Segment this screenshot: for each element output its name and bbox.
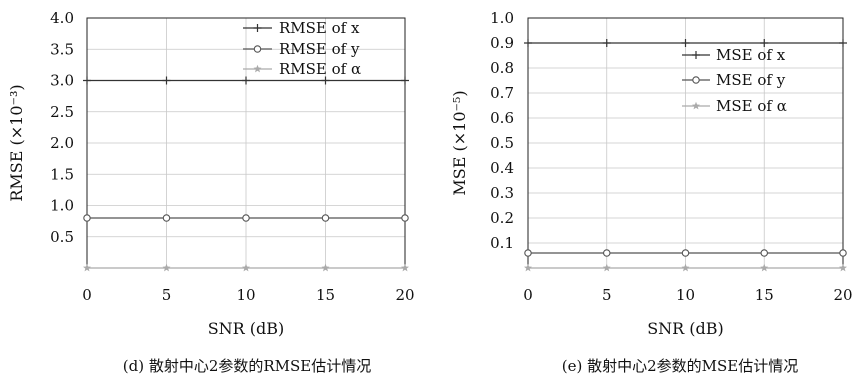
x-tick-label: 10 bbox=[676, 286, 695, 304]
legend-marker bbox=[253, 24, 262, 32]
data-point bbox=[524, 249, 532, 257]
y-tick-label: 3.0 bbox=[50, 72, 74, 90]
x-tick-label: 0 bbox=[523, 286, 533, 304]
data-point bbox=[524, 39, 532, 47]
data-point bbox=[602, 39, 611, 47]
y-tick-label: 0.4 bbox=[490, 159, 514, 177]
figure-caption: (e) 散射中心2参数的MSE估计情况 bbox=[562, 357, 798, 375]
data-point bbox=[162, 214, 171, 222]
data-point bbox=[602, 263, 611, 272]
series-2 bbox=[83, 263, 409, 272]
legend-marker bbox=[692, 101, 700, 110]
y-tick-label: 0.8 bbox=[490, 59, 514, 77]
data-point bbox=[839, 39, 847, 47]
legend-label: MSE of y bbox=[716, 71, 786, 89]
legend-label: RMSE of y bbox=[279, 40, 360, 58]
y-tick-label: 1.0 bbox=[490, 9, 514, 27]
x-tick-label: 15 bbox=[316, 286, 335, 304]
x-tick-label: 5 bbox=[162, 286, 172, 304]
legend-marker bbox=[253, 45, 262, 53]
data-point bbox=[839, 263, 847, 272]
y-tick-label: 2.0 bbox=[50, 134, 74, 152]
y-tick-label: 4.0 bbox=[50, 9, 74, 27]
y-tick-label: 0.6 bbox=[490, 109, 514, 127]
y-axis-title: MSE (×10⁻⁵) bbox=[450, 90, 469, 195]
x-tick-label: 20 bbox=[395, 286, 414, 304]
data-point bbox=[760, 39, 769, 47]
series-2 bbox=[524, 263, 847, 272]
data-point bbox=[681, 39, 690, 47]
series-1 bbox=[83, 214, 409, 222]
y-tick-label: 1.5 bbox=[50, 165, 74, 183]
data-point bbox=[401, 76, 409, 85]
data-point bbox=[321, 76, 330, 85]
data-point bbox=[760, 249, 768, 257]
legend: MSE of x MSE of y MSE of α bbox=[682, 46, 787, 115]
x-tick-label: 20 bbox=[833, 286, 852, 304]
data-point bbox=[321, 263, 330, 272]
data-point bbox=[242, 76, 250, 85]
data-point bbox=[242, 263, 250, 272]
y-tick-label: 0.9 bbox=[490, 34, 514, 52]
x-tick-label: 15 bbox=[755, 286, 774, 304]
legend-label: MSE of x bbox=[716, 46, 786, 64]
data-point bbox=[401, 214, 409, 222]
x-axis-title: SNR (dB) bbox=[647, 319, 724, 338]
legend-label: RMSE of x bbox=[279, 19, 360, 37]
data-point bbox=[839, 249, 847, 257]
data-point bbox=[83, 76, 91, 85]
data-point bbox=[681, 263, 690, 272]
data-point bbox=[242, 214, 250, 222]
y-tick-label: 2.5 bbox=[50, 103, 74, 121]
data-point bbox=[401, 263, 409, 272]
chart-panel-0: 0.5 1.0 1.5 2.0 2.5 3.0 3.5 4.0 0 5 10 15 20 SNR (dB)… bbox=[7, 9, 415, 375]
data-point bbox=[524, 263, 532, 272]
y-tick-label: 0.7 bbox=[490, 84, 514, 102]
legend-marker bbox=[692, 51, 700, 59]
legend-label: MSE of α bbox=[716, 97, 787, 115]
y-tick-label: 0.2 bbox=[490, 209, 514, 227]
y-axis-title: RMSE (×10⁻³) bbox=[7, 84, 26, 201]
x-axis-title: SNR (dB) bbox=[208, 319, 285, 338]
data-point bbox=[602, 249, 611, 257]
data-point bbox=[83, 214, 91, 222]
y-tick-label: 1.0 bbox=[50, 197, 74, 215]
x-tick-label: 0 bbox=[82, 286, 92, 304]
figure-caption: (d) 散射中心2参数的RMSE估计情况 bbox=[123, 357, 372, 375]
series-0 bbox=[83, 76, 409, 85]
y-tick-label: 0.5 bbox=[50, 228, 74, 246]
data-point bbox=[162, 76, 171, 85]
x-tick-label: 10 bbox=[236, 286, 255, 304]
chart-panel-1: 0.1 0.2 0.3 0.4 0.5 0.6 0.7 0.8 0.9 1.0 0 5 10 15 20 SN… bbox=[450, 9, 853, 375]
legend-label: RMSE of α bbox=[279, 60, 361, 78]
series-1 bbox=[524, 249, 847, 257]
data-point bbox=[83, 263, 91, 272]
legend-marker bbox=[253, 64, 262, 73]
y-tick-label: 3.5 bbox=[50, 40, 74, 58]
y-tick-label: 0.3 bbox=[490, 184, 514, 202]
legend-marker bbox=[692, 76, 700, 84]
data-point bbox=[681, 249, 690, 257]
x-tick-label: 5 bbox=[602, 286, 612, 304]
data-point bbox=[760, 263, 769, 272]
y-tick-label: 0.5 bbox=[490, 134, 514, 152]
legend: RMSE of x RMSE of y RMSE of α bbox=[243, 19, 361, 78]
data-point bbox=[321, 214, 330, 222]
y-tick-label: 0.1 bbox=[490, 234, 514, 252]
data-point bbox=[162, 263, 171, 272]
series-0 bbox=[524, 39, 847, 47]
